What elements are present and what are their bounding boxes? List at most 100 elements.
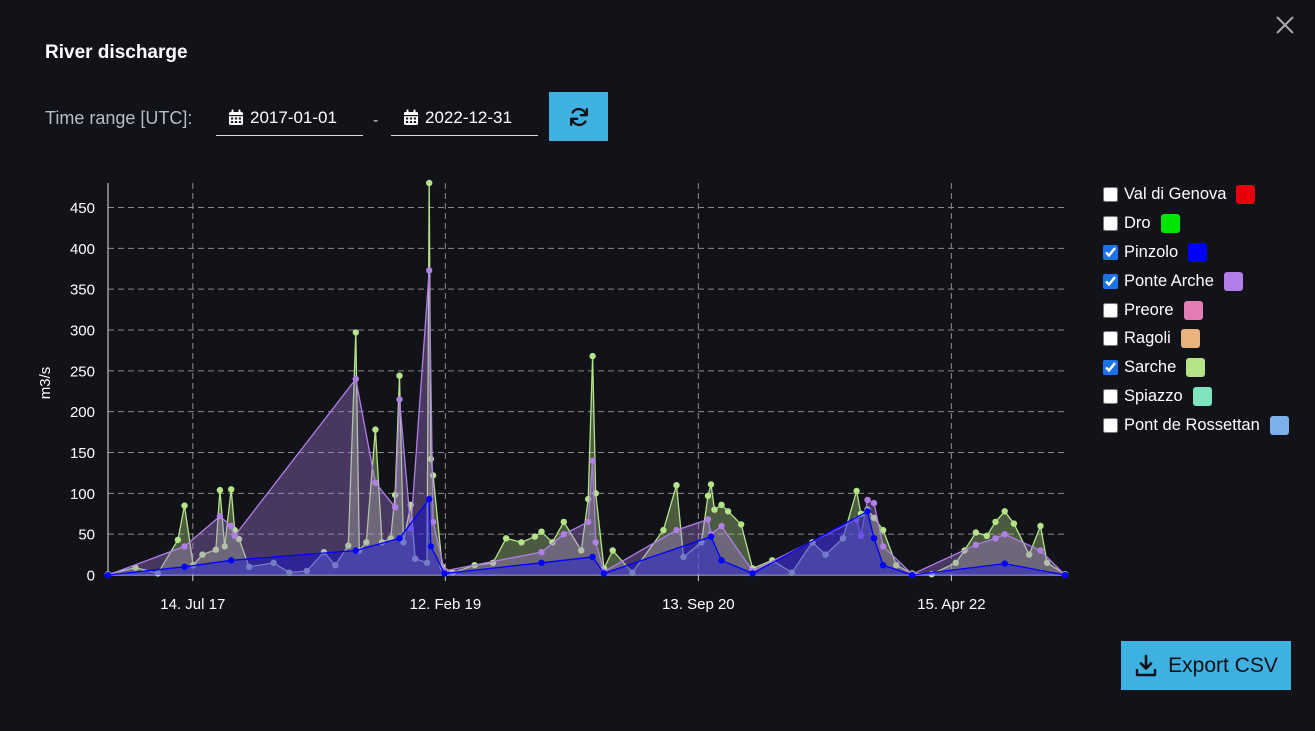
data-point [538, 559, 545, 566]
legend-checkbox[interactable] [1103, 418, 1118, 434]
data-point [426, 179, 433, 187]
legend-checkbox[interactable] [1103, 360, 1118, 376]
data-point [578, 547, 585, 554]
series-ponte-arche [104, 267, 1069, 579]
data-point [1010, 520, 1018, 527]
data-point [870, 499, 878, 507]
legend-checkbox[interactable] [1103, 302, 1118, 318]
data-point [518, 539, 525, 546]
data-point [221, 543, 228, 550]
data-point [952, 559, 959, 566]
legend-item-sarche[interactable]: Sarche [1102, 353, 1307, 382]
legend-swatch [1192, 387, 1212, 407]
series-legend: Val di Genova Dro Pinzolo Ponte Arche Pr… [1102, 180, 1307, 440]
legend-checkbox[interactable] [1103, 244, 1118, 260]
legend-checkbox[interactable] [1103, 215, 1118, 231]
y-tick-label: 100 [70, 486, 95, 503]
series-line [107, 497, 1066, 576]
data-point [228, 486, 235, 493]
download-icon [1135, 654, 1157, 676]
legend-item-pinzolo[interactable]: Pinzolo [1102, 238, 1307, 267]
data-point [629, 569, 636, 576]
data-point [589, 553, 596, 561]
legend-checkbox[interactable] [1103, 186, 1118, 202]
data-point [704, 516, 712, 523]
date-from-value: 2017-01-01 [250, 107, 337, 127]
data-point [560, 518, 567, 526]
y-tick-label: 50 [78, 527, 95, 544]
series-area [108, 499, 1065, 575]
refresh-button[interactable] [549, 92, 608, 141]
data-point [1043, 559, 1051, 566]
data-point [352, 547, 359, 554]
legend-checkbox[interactable] [1103, 331, 1118, 347]
data-point [1037, 522, 1044, 530]
legend-item-pont-de-rossettan[interactable]: Pont de Rossettan [1102, 411, 1307, 440]
data-point [972, 541, 980, 548]
y-tick-label: 400 [70, 241, 95, 258]
legend-item-ragoli[interactable]: Ragoli [1102, 324, 1307, 353]
data-point [893, 562, 900, 569]
data-point [592, 539, 599, 546]
data-point [400, 539, 407, 546]
dialog-title: River discharge [45, 42, 188, 63]
y-tick-label: 150 [70, 445, 95, 462]
data-point [427, 543, 435, 550]
data-point [231, 532, 238, 539]
data-point [857, 532, 865, 539]
legend-item-preore[interactable]: Preore [1102, 296, 1307, 325]
legend-checkbox[interactable] [1103, 389, 1118, 405]
data-point [718, 557, 725, 564]
data-point [673, 526, 680, 534]
data-point [585, 518, 592, 526]
data-point [270, 559, 277, 566]
legend-item-ponte-arche[interactable]: Ponte Arche [1102, 267, 1307, 296]
data-point [352, 329, 359, 336]
date-to-value: 2022-12-31 [425, 107, 512, 127]
data-point [738, 521, 745, 528]
legend-item-dro[interactable]: Dro [1102, 209, 1307, 238]
y-axis: 0 50 100 150 200 250 300 350 400 450 [70, 183, 109, 585]
y-tick-label: 450 [70, 200, 95, 217]
data-point [363, 539, 370, 546]
legend-swatch [1186, 358, 1206, 378]
close-button[interactable] [1270, 10, 1300, 40]
data-point [502, 535, 510, 542]
data-point [908, 571, 916, 579]
data-point [870, 535, 878, 542]
data-point [560, 531, 567, 538]
data-point [680, 553, 687, 561]
series-area [108, 270, 1065, 575]
legend-label: Ragoli [1124, 329, 1171, 348]
data-point [181, 543, 188, 550]
data-point [228, 522, 235, 530]
data-point [853, 487, 860, 495]
y-axis-label: m3/s [37, 367, 54, 400]
data-point [870, 514, 878, 521]
legend-label: Ponte Arche [1124, 271, 1214, 290]
data-point [1001, 508, 1008, 515]
legend-item-val-di-genova[interactable]: Val di Genova [1102, 180, 1307, 209]
legend-checkbox[interactable] [1103, 273, 1118, 289]
legend-swatch [1183, 300, 1203, 320]
export-label: Export CSV [1168, 653, 1278, 677]
data-point [1001, 560, 1008, 567]
data-point [972, 529, 980, 536]
data-point [711, 506, 718, 513]
data-point [749, 570, 756, 577]
date-to-field[interactable]: 2022-12-31 [391, 100, 538, 136]
refresh-icon [569, 107, 588, 126]
export-csv-button[interactable]: Export CSV [1121, 641, 1291, 690]
x-tick-label: 12. Feb 19 [409, 596, 481, 613]
data-point [396, 535, 403, 542]
data-point [718, 501, 725, 508]
data-point [718, 522, 725, 530]
legend-label: Preore [1124, 300, 1174, 319]
legend-item-spiazzo[interactable]: Spiazzo [1102, 382, 1307, 411]
data-point [839, 535, 847, 542]
date-from-field[interactable]: 2017-01-01 [216, 100, 363, 136]
data-point [154, 570, 161, 577]
data-point [391, 504, 399, 511]
legend-label: Val di Genova [1124, 184, 1227, 203]
legend-label: Spiazzo [1124, 387, 1183, 406]
